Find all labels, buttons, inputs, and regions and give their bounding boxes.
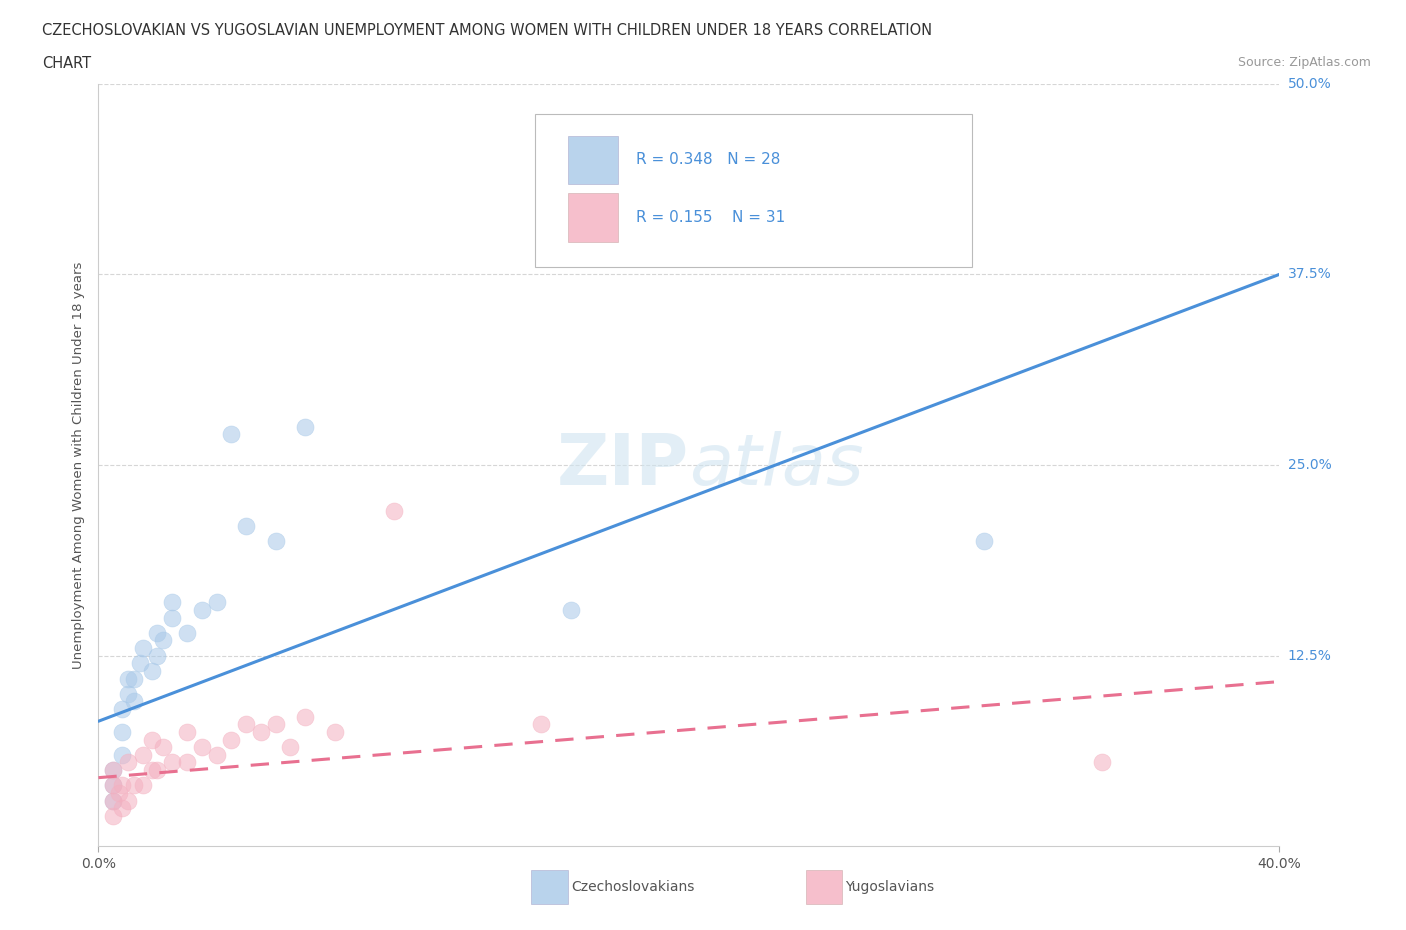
Point — [250, 724, 273, 739]
Text: Czechoslovakians: Czechoslovakians — [571, 880, 695, 895]
Point — [141, 732, 163, 747]
Point — [205, 595, 228, 610]
Point — [162, 755, 183, 770]
Text: ZIP: ZIP — [557, 431, 689, 499]
Point — [103, 808, 125, 823]
Point — [219, 732, 242, 747]
Point — [111, 701, 134, 716]
Point — [103, 793, 125, 808]
Point — [146, 625, 169, 640]
Point — [122, 777, 145, 792]
Point — [111, 724, 134, 739]
Point — [678, 183, 700, 198]
Text: Yugoslavians: Yugoslavians — [845, 880, 934, 895]
Point — [111, 777, 134, 792]
Point — [219, 427, 242, 442]
FancyBboxPatch shape — [568, 193, 619, 242]
Point — [1091, 755, 1114, 770]
Point — [132, 641, 155, 656]
Point — [191, 603, 214, 618]
Point — [117, 793, 139, 808]
Point — [117, 671, 139, 686]
Text: 25.0%: 25.0% — [1288, 458, 1331, 472]
Point — [152, 633, 174, 648]
Text: Source: ZipAtlas.com: Source: ZipAtlas.com — [1237, 56, 1371, 69]
Point — [235, 717, 257, 732]
Point — [122, 671, 145, 686]
Point — [294, 419, 316, 434]
Point — [162, 595, 183, 610]
Text: R = 0.348   N = 28: R = 0.348 N = 28 — [636, 153, 780, 167]
Point — [191, 739, 214, 754]
Point — [132, 777, 155, 792]
Text: CHART: CHART — [42, 56, 91, 71]
Point — [122, 694, 145, 709]
Point — [176, 755, 198, 770]
Point — [146, 763, 169, 777]
Point — [264, 534, 287, 549]
Point — [103, 777, 125, 792]
Point — [973, 534, 995, 549]
Point — [103, 763, 125, 777]
Point — [382, 503, 405, 518]
Point — [294, 710, 316, 724]
Point — [530, 717, 553, 732]
Point — [117, 755, 139, 770]
Point — [103, 763, 125, 777]
Point — [264, 717, 287, 732]
Point — [560, 603, 582, 618]
Point — [176, 724, 198, 739]
Text: CZECHOSLOVAKIAN VS YUGOSLAVIAN UNEMPLOYMENT AMONG WOMEN WITH CHILDREN UNDER 18 Y: CZECHOSLOVAKIAN VS YUGOSLAVIAN UNEMPLOYM… — [42, 23, 932, 38]
Point — [235, 519, 257, 534]
Point — [108, 786, 131, 801]
FancyBboxPatch shape — [568, 136, 619, 184]
Point — [111, 801, 134, 816]
Text: 50.0%: 50.0% — [1288, 76, 1331, 91]
Y-axis label: Unemployment Among Women with Children Under 18 years: Unemployment Among Women with Children U… — [72, 261, 86, 669]
Point — [117, 686, 139, 701]
Point — [128, 656, 150, 671]
Point — [152, 739, 174, 754]
Point — [103, 793, 125, 808]
Point — [111, 748, 134, 763]
Text: R = 0.155    N = 31: R = 0.155 N = 31 — [636, 209, 785, 225]
Point — [205, 748, 228, 763]
Point — [176, 625, 198, 640]
Point — [141, 763, 163, 777]
Point — [141, 663, 163, 678]
Text: 12.5%: 12.5% — [1288, 648, 1331, 663]
Point — [103, 777, 125, 792]
FancyBboxPatch shape — [536, 114, 973, 267]
Text: atlas: atlas — [689, 431, 863, 499]
Point — [162, 610, 183, 625]
Point — [323, 724, 346, 739]
Point — [278, 739, 302, 754]
Point — [132, 748, 155, 763]
Text: 37.5%: 37.5% — [1288, 267, 1331, 282]
Point — [146, 648, 169, 663]
